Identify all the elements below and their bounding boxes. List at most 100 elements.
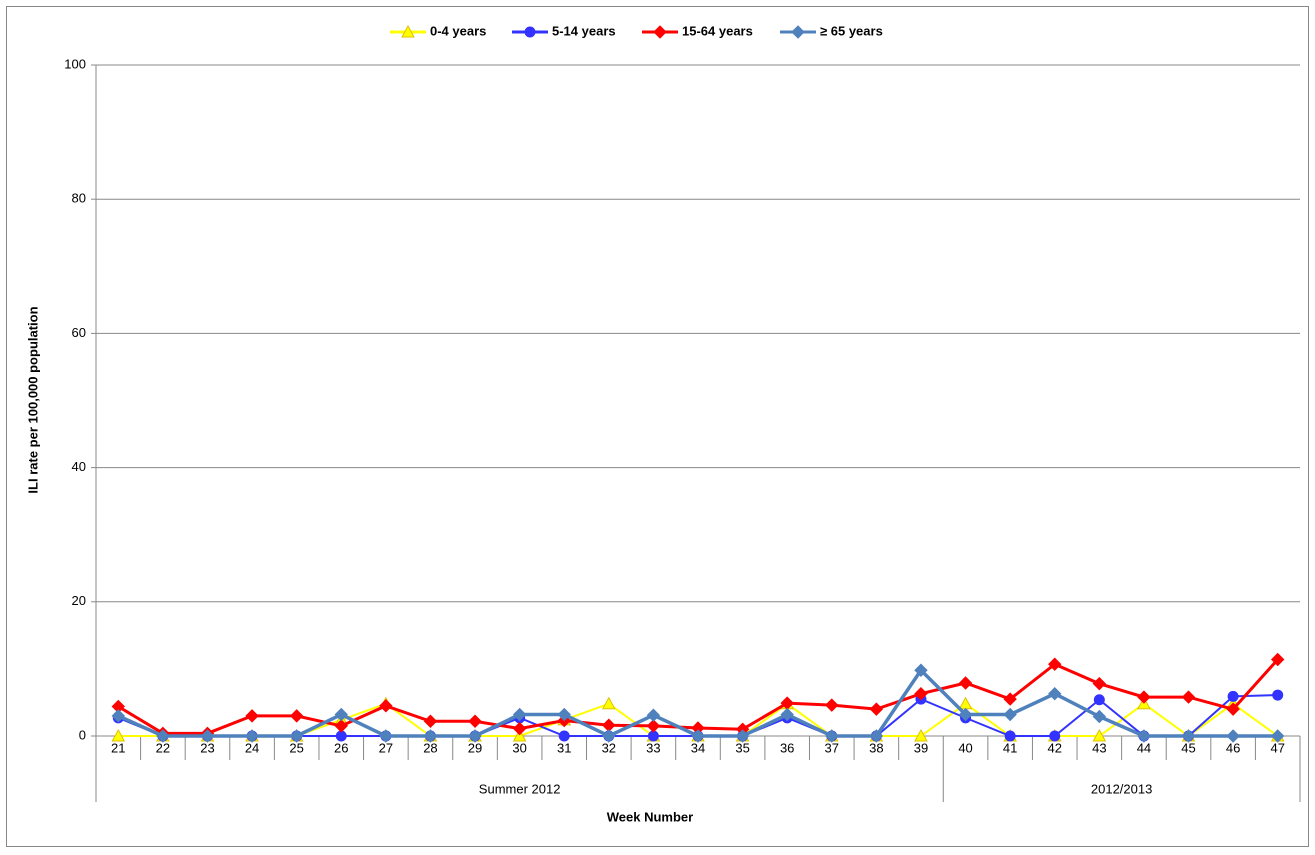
x-tick-label: 23 bbox=[200, 740, 214, 755]
point bbox=[1272, 689, 1284, 701]
legend-label: 15-64 years bbox=[682, 23, 753, 38]
point bbox=[1137, 729, 1151, 743]
point bbox=[1092, 676, 1107, 691]
x-tick-label: 41 bbox=[1003, 740, 1017, 755]
legend-label: ≥ 65 years bbox=[820, 23, 883, 38]
point bbox=[512, 728, 527, 742]
y-axis-title: ILI rate per 100,000 population bbox=[25, 306, 40, 493]
point bbox=[1004, 730, 1016, 742]
x-tick-label: 26 bbox=[334, 740, 348, 755]
x-tick-label: 37 bbox=[825, 740, 839, 755]
y-tick-label: 100 bbox=[64, 56, 86, 71]
point bbox=[691, 729, 705, 743]
point bbox=[1003, 707, 1017, 722]
point bbox=[111, 709, 126, 723]
point bbox=[869, 702, 884, 716]
x-tick-label: 31 bbox=[557, 740, 571, 755]
point bbox=[780, 707, 794, 722]
point bbox=[1048, 687, 1062, 701]
x-axis-title: Week Number bbox=[607, 809, 693, 824]
point bbox=[1092, 728, 1107, 742]
x-tick-label: 46 bbox=[1226, 740, 1240, 755]
point bbox=[557, 707, 571, 722]
point bbox=[245, 709, 259, 723]
x-tick-label: 39 bbox=[914, 740, 928, 755]
point bbox=[602, 729, 616, 743]
point bbox=[423, 729, 438, 743]
legend-label: 0-4 years bbox=[430, 23, 486, 38]
x-tick-label: 22 bbox=[156, 740, 170, 755]
point bbox=[558, 730, 570, 742]
point bbox=[512, 707, 527, 722]
x-tick-label: 30 bbox=[512, 740, 526, 755]
x-tick-label: 38 bbox=[869, 740, 883, 755]
x-tick-label: 45 bbox=[1181, 740, 1195, 755]
x-tick-label: 25 bbox=[289, 740, 303, 755]
point bbox=[200, 729, 215, 743]
point bbox=[423, 714, 438, 728]
point bbox=[1270, 652, 1285, 667]
point bbox=[524, 26, 536, 38]
x-tick-label: 43 bbox=[1092, 740, 1106, 755]
x-tick-label: 32 bbox=[602, 740, 616, 755]
point bbox=[869, 729, 884, 743]
point bbox=[825, 698, 839, 712]
point bbox=[379, 699, 393, 713]
group-label: Summer 2012 bbox=[479, 781, 561, 796]
point bbox=[914, 687, 928, 701]
point bbox=[1181, 729, 1196, 743]
point bbox=[735, 729, 750, 743]
y-tick-label: 80 bbox=[72, 191, 86, 206]
point bbox=[1227, 690, 1239, 702]
x-tick-label: 24 bbox=[245, 740, 259, 755]
x-tick-label: 34 bbox=[691, 740, 705, 755]
point bbox=[958, 676, 973, 690]
point bbox=[1092, 709, 1107, 724]
x-tick-label: 47 bbox=[1270, 740, 1284, 755]
point bbox=[1093, 694, 1105, 706]
series bbox=[111, 663, 1285, 743]
point bbox=[1003, 692, 1017, 706]
point bbox=[914, 663, 928, 677]
point bbox=[512, 721, 527, 736]
point bbox=[601, 696, 616, 710]
point bbox=[401, 24, 415, 38]
x-tick-label: 28 bbox=[423, 740, 437, 755]
point bbox=[468, 729, 482, 743]
point bbox=[1270, 729, 1285, 743]
point bbox=[646, 708, 661, 722]
x-tick-label: 21 bbox=[111, 740, 125, 755]
y-tick-label: 0 bbox=[79, 727, 86, 742]
series bbox=[111, 652, 1285, 741]
x-tick-label: 29 bbox=[468, 740, 482, 755]
point bbox=[245, 729, 259, 743]
x-tick-label: 36 bbox=[780, 740, 794, 755]
y-tick-label: 40 bbox=[72, 459, 86, 474]
point bbox=[334, 707, 348, 722]
point bbox=[379, 729, 393, 743]
x-tick-label: 27 bbox=[379, 740, 393, 755]
x-tick-label: 35 bbox=[735, 740, 749, 755]
y-tick-label: 20 bbox=[72, 593, 86, 608]
x-tick-label: 42 bbox=[1048, 740, 1062, 755]
point bbox=[289, 729, 304, 743]
point bbox=[825, 729, 839, 743]
point bbox=[646, 719, 661, 733]
legend-label: 5-14 years bbox=[552, 23, 616, 38]
x-tick-label: 40 bbox=[958, 740, 972, 755]
point bbox=[334, 719, 348, 733]
y-tick-label: 60 bbox=[72, 325, 86, 340]
point bbox=[156, 729, 170, 743]
point bbox=[111, 728, 126, 742]
point bbox=[958, 707, 973, 722]
point bbox=[1226, 702, 1240, 716]
point bbox=[1137, 690, 1151, 704]
point bbox=[1049, 730, 1061, 742]
point bbox=[1048, 657, 1062, 671]
point bbox=[468, 714, 482, 728]
point bbox=[653, 25, 667, 39]
point bbox=[289, 709, 304, 723]
point bbox=[914, 728, 928, 742]
group-label: 2012/2013 bbox=[1091, 781, 1152, 796]
